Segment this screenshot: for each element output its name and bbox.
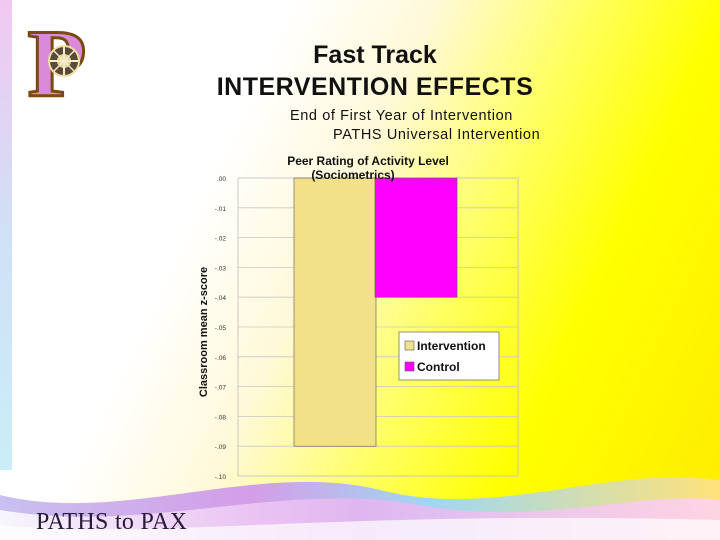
y-tick-label: .00 <box>217 176 226 183</box>
y-tick-label: -.03 <box>215 265 227 272</box>
legend-box <box>398 331 500 381</box>
footer-brand: PATHS to PAX <box>36 509 188 535</box>
chart-title: Peer Rating of Activity Level <box>287 154 449 168</box>
y-tick-label: -.06 <box>215 355 227 362</box>
y-tick-label: -.09 <box>215 444 227 451</box>
bottom-swoosh-decoration <box>0 477 720 540</box>
y-tick-label: -.02 <box>215 236 227 243</box>
slide-subtitle-line2: PATHS Universal Intervention <box>333 127 541 143</box>
y-tick-label: -.07 <box>215 385 227 392</box>
y-axis-label: Classroom mean z-score <box>198 267 210 397</box>
bar-chart: .00 -.01 -.02 -.03 -.04 -.05 -.06 -.07 -.08 -.09 -… <box>198 154 519 481</box>
chart-legend: Intervention Control <box>398 331 500 381</box>
y-tick-label: -.05 <box>215 325 227 332</box>
paths-logo: P <box>26 18 88 110</box>
y-tick-label: -.01 <box>215 206 227 213</box>
chart-bars <box>293 177 458 447</box>
slide-title-line1: Fast Track <box>313 41 437 69</box>
y-tick-label: -.10 <box>215 474 227 481</box>
legend-label-control: Control <box>417 360 460 374</box>
y-axis-ticks: .00 -.01 -.02 -.03 -.04 -.05 -.06 -.07 -.08 -.09 -… <box>215 176 227 481</box>
legend-label-intervention: Intervention <box>417 339 486 353</box>
bar-control <box>374 177 458 298</box>
slide-left-band <box>0 0 12 470</box>
legend-swatch-intervention <box>404 340 415 351</box>
bar-intervention <box>293 177 377 447</box>
y-tick-label: -.04 <box>215 295 227 302</box>
chart-subtitle: (Sociometrics) <box>311 168 394 182</box>
legend-swatch-control <box>404 361 415 372</box>
y-tick-label: -.08 <box>215 414 227 421</box>
slide-title-line2: INTERVENTION EFFECTS <box>216 73 534 101</box>
slide-subtitle-line1: End of First Year of Intervention <box>290 108 513 124</box>
